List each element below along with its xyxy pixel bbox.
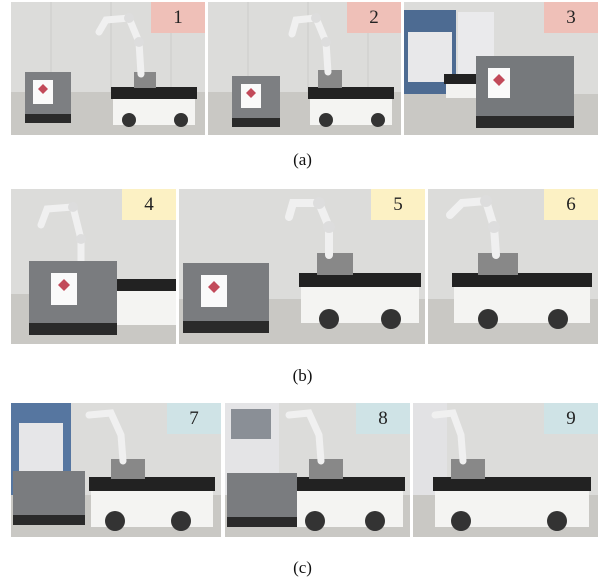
photo-panel-5: 5 [179, 189, 425, 344]
photo-panel-3: 3 [404, 2, 598, 135]
caption-a: (a) [293, 150, 312, 169]
robot-scene-photo [208, 2, 401, 135]
photo-panel-9: 9 [413, 403, 598, 537]
photo-panel-4: 4 [11, 189, 176, 344]
photo-panel-6: 6 [428, 189, 598, 344]
photo-panel-8: 8 [225, 403, 410, 537]
photo-panel-1: 1 [11, 2, 205, 135]
robot-scene-photo [404, 2, 598, 135]
step-number-badge: 7 [167, 403, 221, 434]
caption-b: (b) [292, 366, 313, 385]
photo-panel-2: 2 [208, 2, 401, 135]
photo-panel-7: 7 [11, 403, 221, 537]
step-number-badge: 5 [371, 189, 425, 220]
step-number-badge: 1 [151, 2, 205, 33]
step-number-badge: 8 [356, 403, 410, 434]
step-number-badge: 2 [347, 2, 401, 33]
robot-scene-photo [428, 189, 598, 344]
step-number-badge: 6 [544, 189, 598, 220]
step-number-badge: 9 [544, 403, 598, 434]
caption-c: (c) [293, 558, 312, 577]
step-number-badge: 4 [122, 189, 176, 220]
step-number-badge: 3 [544, 2, 598, 33]
